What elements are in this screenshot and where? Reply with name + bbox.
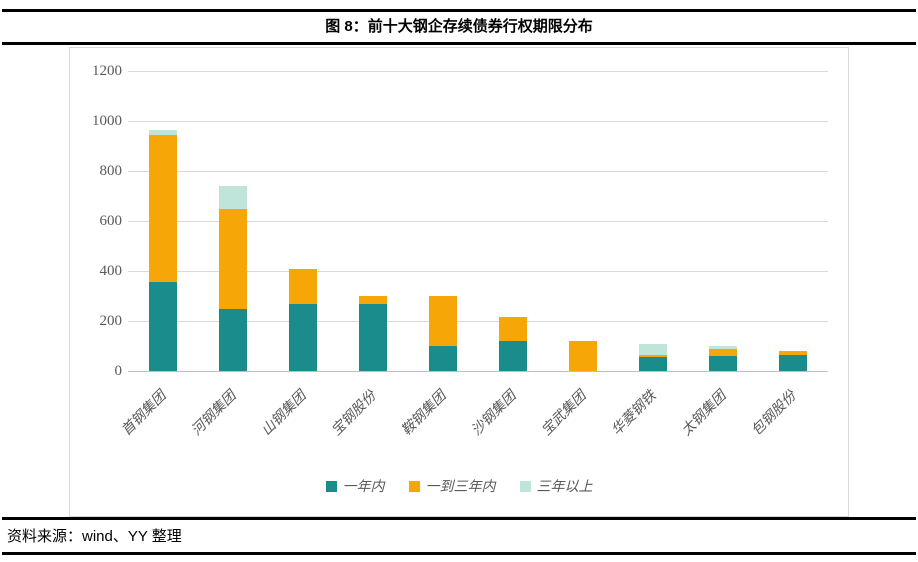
bar-slot: [548, 71, 618, 371]
bar-segment: [639, 354, 667, 358]
y-tick-label-0: 0: [114, 363, 123, 379]
x-label-slot: 宝钢股份: [329, 371, 408, 471]
bar-segment: [639, 343, 667, 355]
y-tick-label-1200: 1200: [92, 63, 122, 79]
bars-row: [128, 71, 828, 371]
bar-segment: [709, 348, 737, 356]
bar-segment: [779, 354, 807, 371]
legend-marker: [325, 480, 337, 492]
bar-slot: [758, 71, 828, 371]
bar-segment: [149, 134, 177, 283]
legend-item: 三年以上: [519, 476, 593, 496]
bar-segment: [709, 356, 737, 371]
gridline-0: [128, 371, 828, 372]
stacked-bar-沙钢集团: [499, 317, 527, 371]
bar-segment: [429, 296, 457, 346]
bar-segment: [219, 308, 247, 371]
x-label-slot: 鞍钢集团: [399, 371, 478, 471]
gridline-600: [128, 221, 828, 222]
bar-segment: [359, 296, 387, 304]
bar-slot: [128, 71, 198, 371]
bar-slot: [198, 71, 268, 371]
bar-slot: [688, 71, 758, 371]
stacked-bar-首钢集团: [149, 129, 177, 371]
x-label-slot: 太钢集团: [679, 371, 758, 471]
stacked-bar-宝钢股份: [359, 296, 387, 371]
bar-segment: [219, 186, 247, 209]
bar-segment: [709, 346, 737, 349]
chart-container: 0 200 400 600 800 1000 1200 首钢集团 河钢集团 山钢集团 宝钢股份 鞍钢…: [69, 47, 849, 517]
legend-label: 一年内: [342, 480, 385, 495]
gridline-1200: [128, 71, 828, 72]
legend-marker: [519, 480, 531, 492]
bar-slot: [408, 71, 478, 371]
y-tick-label-1000: 1000: [92, 113, 122, 129]
x-label-slot: 包钢股份: [749, 371, 828, 471]
bar-segment: [219, 208, 247, 309]
y-tick-label-600: 600: [99, 213, 123, 229]
x-axis-labels: 首钢集团 河钢集团 山钢集团 宝钢股份 鞍钢集团 沙钢集团 宝武集团 华菱钢铁 太钢集团 包钢股份: [119, 371, 828, 471]
x-label-slot: 首钢集团: [119, 371, 198, 471]
gridline-400: [128, 271, 828, 272]
top-border-line: [2, 9, 916, 12]
bar-slot: [478, 71, 548, 371]
x-label-slot: 华菱钢铁: [609, 371, 688, 471]
plot-area: [128, 71, 828, 372]
bar-segment: [499, 341, 527, 371]
legend-item: 一年内: [325, 476, 385, 496]
legend-item: 一到三年内: [408, 476, 496, 496]
x-label-slot: 山钢集团: [259, 371, 338, 471]
bar-segment: [289, 268, 317, 304]
bar-segment: [359, 303, 387, 371]
stacked-bar-华菱钢铁: [639, 343, 667, 371]
bar-segment: [499, 317, 527, 341]
y-tick-label-200: 200: [99, 313, 123, 329]
gridline-200: [128, 321, 828, 322]
gridline-800: [128, 171, 828, 172]
stacked-bar-河钢集团: [219, 186, 247, 371]
bar-slot: [618, 71, 688, 371]
bar-segment: [429, 346, 457, 371]
title-divider-line: [2, 42, 916, 45]
legend-label: 一到三年内: [425, 480, 496, 495]
stacked-bar-太钢集团: [709, 346, 737, 371]
stacked-bar-包钢股份: [779, 351, 807, 371]
stacked-bar-宝武集团: [569, 341, 597, 371]
chart-footer-divider-line: [2, 517, 916, 520]
legend-marker: [408, 480, 420, 492]
bar-slot: [268, 71, 338, 371]
bar-slot: [338, 71, 408, 371]
y-tick-label-800: 800: [99, 163, 123, 179]
bar-segment: [149, 282, 177, 371]
y-tick-label-400: 400: [99, 263, 123, 279]
x-axis-label: 首钢集团: [119, 388, 170, 439]
bar-segment: [569, 341, 597, 371]
bar-segment: [779, 351, 807, 355]
stacked-bar-鞍钢集团: [429, 296, 457, 371]
bar-segment: [639, 357, 667, 371]
bottom-border-line: [2, 552, 916, 555]
x-label-slot: 河钢集团: [189, 371, 268, 471]
bar-segment: [149, 129, 177, 135]
x-label-slot: 沙钢集团: [469, 371, 548, 471]
stacked-bar-山钢集团: [289, 268, 317, 371]
chart-title: 图 8：前十大钢企存续债券行权期限分布: [325, 18, 593, 35]
legend: 一年内 一到三年内 三年以上: [70, 476, 848, 496]
legend-label: 三年以上: [536, 480, 593, 495]
x-label-slot: 宝武集团: [539, 371, 618, 471]
gridline-1000: [128, 121, 828, 122]
bar-segment: [289, 303, 317, 371]
data-source-text: 资料来源：wind、YY 整理: [7, 528, 182, 545]
